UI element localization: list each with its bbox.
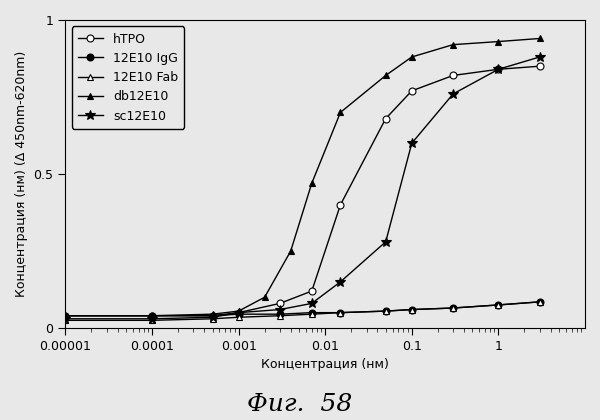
hTPO bbox=[276, 301, 283, 306]
sc12E10 bbox=[536, 55, 544, 60]
db12E10 bbox=[261, 295, 268, 300]
sc12E10 bbox=[382, 239, 389, 244]
hTPO bbox=[148, 313, 155, 318]
12E10 IgG bbox=[449, 305, 457, 310]
Line: 12E10 IgG: 12E10 IgG bbox=[62, 298, 543, 319]
sc12E10 bbox=[308, 301, 316, 306]
sc12E10 bbox=[337, 279, 344, 284]
12E10 Fab bbox=[62, 318, 69, 323]
12E10 Fab bbox=[495, 302, 502, 307]
X-axis label: Концентрация (нм): Концентрация (нм) bbox=[261, 358, 389, 371]
sc12E10 bbox=[408, 141, 415, 146]
12E10 IgG bbox=[536, 299, 544, 304]
sc12E10 bbox=[235, 310, 242, 315]
12E10 Fab bbox=[536, 299, 544, 304]
12E10 IgG bbox=[382, 309, 389, 314]
12E10 IgG bbox=[408, 307, 415, 312]
db12E10 bbox=[495, 39, 502, 44]
db12E10 bbox=[308, 181, 316, 186]
hTPO bbox=[209, 313, 216, 318]
12E10 Fab bbox=[148, 318, 155, 323]
hTPO bbox=[235, 310, 242, 315]
12E10 IgG bbox=[148, 313, 155, 318]
12E10 Fab bbox=[235, 315, 242, 320]
db12E10 bbox=[449, 42, 457, 47]
Legend: hTPO, 12E10 IgG, 12E10 Fab, db12E10, sc12E10: hTPO, 12E10 IgG, 12E10 Fab, db12E10, sc1… bbox=[71, 26, 184, 129]
12E10 Fab bbox=[337, 310, 344, 315]
db12E10 bbox=[337, 110, 344, 115]
12E10 IgG bbox=[337, 310, 344, 315]
hTPO bbox=[308, 289, 316, 294]
Line: db12E10: db12E10 bbox=[62, 35, 543, 319]
12E10 IgG bbox=[209, 313, 216, 318]
sc12E10 bbox=[495, 67, 502, 72]
12E10 IgG bbox=[235, 312, 242, 317]
hTPO bbox=[337, 202, 344, 207]
12E10 IgG bbox=[62, 313, 69, 318]
12E10 Fab bbox=[449, 305, 457, 310]
db12E10 bbox=[382, 73, 389, 78]
db12E10 bbox=[62, 313, 69, 318]
hTPO bbox=[495, 67, 502, 72]
12E10 Fab bbox=[308, 312, 316, 317]
sc12E10 bbox=[449, 92, 457, 97]
db12E10 bbox=[148, 313, 155, 318]
hTPO bbox=[62, 313, 69, 318]
12E10 Fab bbox=[276, 313, 283, 318]
db12E10 bbox=[408, 55, 415, 60]
hTPO bbox=[449, 73, 457, 78]
Line: hTPO: hTPO bbox=[62, 63, 543, 319]
12E10 Fab bbox=[408, 307, 415, 312]
hTPO bbox=[408, 88, 415, 93]
Text: Фиг.  58: Фиг. 58 bbox=[247, 393, 353, 416]
12E10 IgG bbox=[276, 312, 283, 317]
Line: sc12E10: sc12E10 bbox=[61, 52, 545, 324]
sc12E10 bbox=[209, 315, 216, 320]
sc12E10 bbox=[62, 316, 69, 321]
Line: 12E10 Fab: 12E10 Fab bbox=[62, 298, 543, 324]
hTPO bbox=[536, 64, 544, 69]
12E10 IgG bbox=[308, 310, 316, 315]
db12E10 bbox=[287, 249, 295, 254]
db12E10 bbox=[235, 309, 242, 314]
db12E10 bbox=[536, 36, 544, 41]
sc12E10 bbox=[276, 307, 283, 312]
sc12E10 bbox=[148, 316, 155, 321]
12E10 IgG bbox=[495, 302, 502, 307]
db12E10 bbox=[209, 312, 216, 317]
12E10 Fab bbox=[209, 316, 216, 321]
12E10 Fab bbox=[382, 309, 389, 314]
Y-axis label: Концентрация (нм) (Δ 450nm-620nm): Концентрация (нм) (Δ 450nm-620nm) bbox=[15, 51, 28, 297]
hTPO bbox=[382, 116, 389, 121]
